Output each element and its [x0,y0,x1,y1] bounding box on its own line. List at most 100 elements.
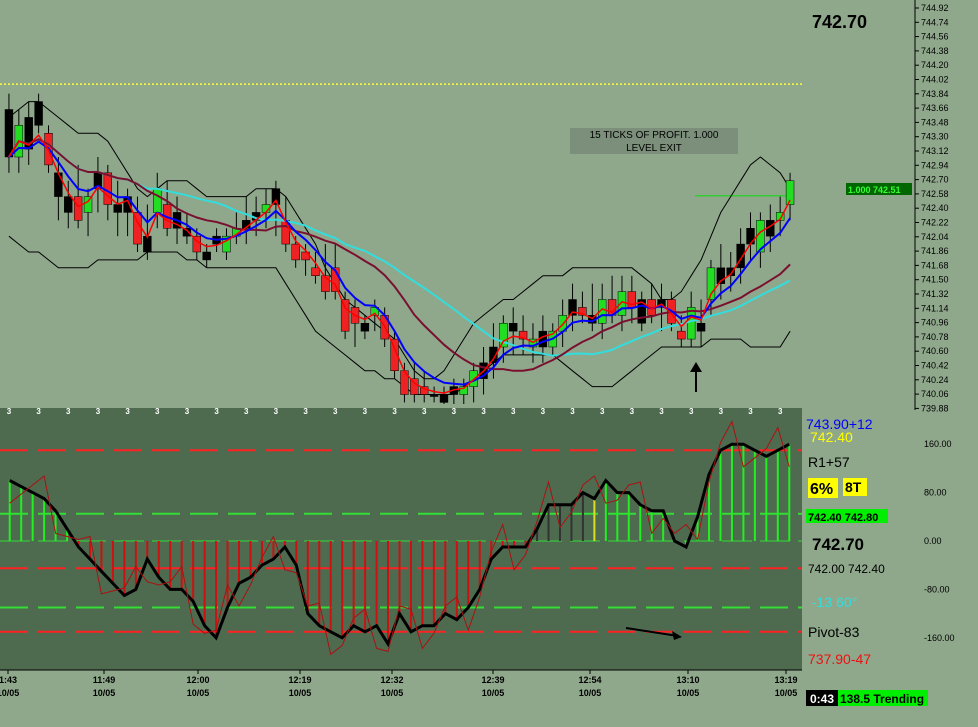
time-tick-label: 12:19 [288,675,311,685]
bar-marker: 3 [778,407,783,416]
time-tick-label: 12:39 [481,675,504,685]
bar-marker: 3 [185,407,190,416]
timer-bg [806,690,838,706]
candle-body [202,251,211,261]
price-tick-label: 740.60 [921,346,949,356]
bar-marker: 3 [125,407,130,416]
price-tick-label: 741.14 [921,303,949,313]
osc-line [8,442,791,648]
bar-marker: 3 [155,407,160,416]
bar-marker: 3 [748,407,753,416]
date-tick-label: 10/05 [677,688,700,698]
oscillator-panel [0,420,802,656]
divergence-arrow [625,627,682,640]
bar-marker: 3 [36,407,41,416]
bar-marker: 3 [66,407,71,416]
candle-body [311,267,320,277]
candle-body [143,235,152,253]
candle-body [696,323,706,332]
candle-body [153,188,162,213]
candle-body [54,172,63,197]
candle-body [64,196,73,213]
candle-body [123,196,132,213]
support-value: 737.90-47 [808,651,871,667]
angle-value: -13 60° [812,594,857,610]
bar-marker: 3 [659,407,664,416]
price-tick-label: 744.56 [921,32,949,42]
annotation-box [570,128,738,154]
bar-marker: 3 [630,407,635,416]
bar-marker: 3 [214,407,219,416]
band-lower [8,235,791,395]
time-tick-label: 1:43 [0,675,17,685]
date-tick-label: 10/05 [579,688,602,698]
bar-marker: 3 [96,407,101,416]
price-tick-label: 744.02 [921,75,949,85]
time-tick-label: 12:00 [186,675,209,685]
price-tick-label: 742.40 [921,203,949,213]
side-line-1: 743.90+12 [806,416,873,432]
price-tick-label: 741.32 [921,289,949,299]
price-tick-label: 740.06 [921,389,949,399]
osc-fast-line [9,420,790,656]
date-tick-label: 10/05 [93,688,116,698]
price-tick-label: 741.86 [921,246,949,256]
candle-body [578,307,587,316]
candle-body [489,346,498,364]
axes: 744.92 744.74 744.56 744.38 744.20 744.02 743.… [0,3,955,698]
price-tick-label: 742.04 [921,232,949,242]
time-tick-label: 12:54 [578,675,601,685]
ticks-badge [843,478,867,496]
candle-body [83,196,93,213]
price-tick-label: 743.84 [921,89,949,99]
price-panel: 3 3 3 3 3 3 3 3 3 3 3 3 3 3 3 3 3 3 3 3 3 3 3 3 3 3 3 [0,83,802,416]
pct-badge [808,478,838,498]
bid-ask: 742.00 742.40 [808,562,885,576]
side-line-2: 742.40 [810,429,853,445]
date-tick-label: 10/05 [775,688,798,698]
price-tick-label: 743.12 [921,146,949,156]
candle-body [706,267,716,300]
bar-marker: 3 [7,407,12,416]
price-tick-label: 740.42 [921,361,949,371]
price-tick-label: 744.92 [921,3,949,13]
bar-marker: 3 [422,407,427,416]
candle-body [271,188,281,205]
candle-body [34,101,43,126]
candle-body [746,228,755,245]
band-upper [8,101,791,380]
bar-marker: 3 [452,407,457,416]
range-value: 742.40 742.80 [808,512,878,524]
price-tick-label: 744.74 [921,17,949,27]
bar-marker: 3 [244,407,249,416]
bar-marker: 3 [481,407,486,416]
bar-marker: 3 [392,407,397,416]
price-tick-label: 740.96 [921,318,949,328]
price-tick-label: 741.50 [921,275,949,285]
bar-marker: 3 [363,407,368,416]
candle-body [509,323,518,332]
osc-tick-label: 160.00 [924,439,952,449]
candle-body [785,180,795,205]
candle-body [429,394,439,397]
osc-tick-label: -80.00 [924,584,950,594]
bar-timer: 0:43 [810,692,834,706]
oscillator-background [0,408,802,670]
candle-body [340,299,350,332]
candle-body [677,330,686,340]
bar-marker: 3 [600,407,605,416]
price-tick-label: 741.68 [921,260,949,270]
pct-value: 6% [810,481,833,498]
bar-marker: 3 [333,407,338,416]
candle-body [222,235,231,253]
range-badge [806,509,888,523]
candle-body [775,212,785,221]
time-tick-label: 12:32 [380,675,403,685]
time-tick-label: 13:10 [676,675,699,685]
candle-body [598,299,607,324]
target-label: 1.000 742.51 [848,185,901,195]
candle-body [370,307,379,316]
bar-marker: 3 [719,407,724,416]
price-tick-label: 740.78 [921,332,949,342]
